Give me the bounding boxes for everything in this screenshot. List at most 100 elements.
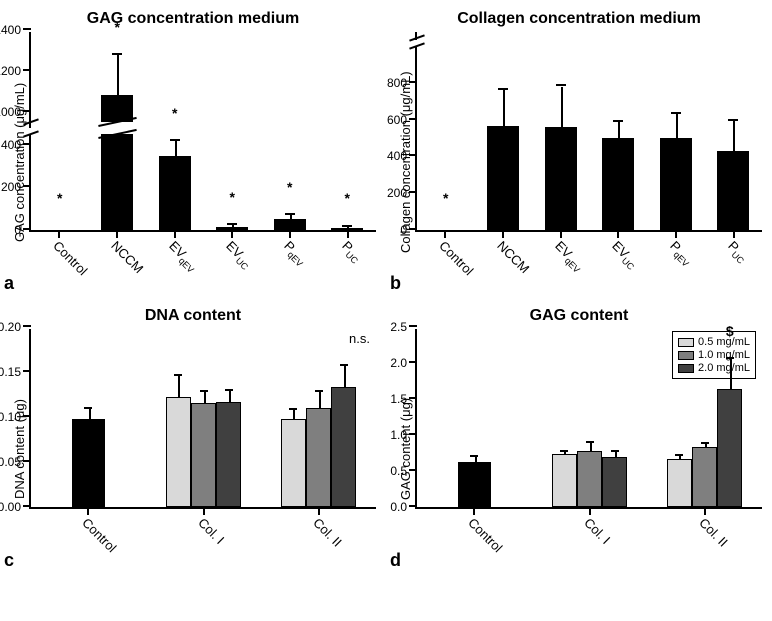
xticklabel: Control	[79, 515, 119, 555]
sig-mark: *	[115, 19, 120, 35]
errorbar	[232, 225, 234, 227]
xtick	[58, 232, 60, 238]
panel-b-area: 0200400600800* ControlNCCMEVqEVEVUCPqEVP…	[415, 32, 762, 292]
xticklabel: Control	[50, 238, 90, 278]
bar	[602, 138, 634, 230]
panel-c-letter: c	[4, 550, 14, 571]
xticklabel: Col. II	[696, 515, 731, 550]
bar	[458, 462, 490, 507]
bar	[166, 397, 191, 507]
errorbar	[679, 456, 681, 460]
yticklabel: 1000	[0, 105, 31, 119]
bar	[274, 219, 306, 230]
panel-d-plot: GAG content (μg) 0.5 mg/mL 1.0 mg/mL 2.0…	[396, 329, 762, 569]
panel-b-plot: Collagen concentration (μg/mL) 020040060…	[396, 32, 762, 292]
yticklabel: 2.5	[390, 320, 417, 334]
errorcap	[671, 112, 681, 114]
panel-d-title: GAG content	[396, 307, 762, 325]
errorcap	[675, 454, 683, 456]
errorbar	[730, 359, 732, 389]
errorcap	[560, 450, 568, 452]
errorcap	[611, 450, 619, 452]
xtick	[87, 509, 89, 515]
xticklabel: Col. II	[310, 515, 345, 550]
swatch-icon	[678, 351, 694, 360]
panel-a-letter: a	[4, 273, 14, 294]
bar	[545, 127, 577, 230]
bar	[577, 451, 602, 507]
xticklabel: NCCM	[494, 238, 532, 276]
panel-c: DNA content DNA content (μg) n.s. 0.000.…	[10, 307, 376, 569]
swatch-icon	[678, 338, 694, 347]
bar	[552, 454, 577, 507]
errorcap	[285, 213, 295, 215]
legend: 0.5 mg/mL 1.0 mg/mL 2.0 mg/mL	[672, 331, 756, 379]
legend-label-0: 0.5 mg/mL	[698, 336, 750, 348]
bar	[281, 419, 306, 507]
xticklabel: NCCM	[108, 238, 146, 276]
yticklabel: 200	[387, 186, 417, 200]
errorbar	[564, 452, 566, 455]
bar	[72, 419, 104, 507]
errorbar	[290, 215, 292, 219]
yticklabel: 2.0	[390, 356, 417, 370]
sig-mark: *	[287, 179, 292, 195]
errorcap	[170, 139, 180, 141]
errorbar	[319, 392, 321, 408]
yticklabel: 800	[387, 76, 417, 90]
panel-a-axes: 0200400100012001400******	[29, 32, 376, 232]
errorbar	[733, 121, 735, 150]
xtick	[444, 232, 446, 238]
yticklabel: 0.0	[390, 500, 417, 514]
figure-grid: GAG concentration medium GAG concentrati…	[10, 10, 762, 569]
yticklabel: 400	[387, 149, 417, 163]
errorcap	[174, 374, 182, 376]
panel-d-area: 0.5 mg/mL 1.0 mg/mL 2.0 mg/mL 0.00.51.01…	[415, 329, 762, 569]
panel-a-plot: GAG concentration (μg/mL) 02004001000120…	[10, 32, 376, 292]
panel-c-xticks: ControlCol. ICol. II	[29, 509, 376, 569]
errorcap	[498, 88, 508, 90]
errorcap	[200, 390, 208, 392]
xticklabel: EVUC	[222, 238, 256, 272]
errorbar	[293, 410, 295, 419]
bar	[216, 227, 248, 230]
xticklabel: PqEV	[280, 238, 311, 269]
bar	[487, 126, 519, 230]
bar	[602, 457, 627, 507]
panel-a-area: 0200400100012001400****** ControlNCCMEVq…	[29, 32, 376, 292]
legend-label-1: 1.0 mg/mL	[698, 349, 750, 361]
legend-row-1: 1.0 mg/mL	[678, 349, 750, 361]
bar	[717, 151, 749, 230]
panel-c-title: DNA content	[10, 307, 376, 325]
sig-mark: *	[230, 189, 235, 205]
errorcap	[112, 53, 122, 55]
sig-mark: *	[345, 190, 350, 206]
bar	[331, 228, 363, 230]
errorbar	[204, 392, 206, 403]
xticklabel: EVUC	[608, 238, 642, 272]
bar	[159, 156, 191, 230]
sig-mark: *	[172, 105, 177, 121]
legend-row-2: 2.0 mg/mL	[678, 362, 750, 374]
yticklabel: 1.0	[390, 428, 417, 442]
xtick	[589, 509, 591, 515]
legend-row-0: 0.5 mg/mL	[678, 336, 750, 348]
bar	[216, 402, 241, 507]
xtick	[473, 509, 475, 515]
yticklabel: 0.5	[390, 464, 417, 478]
bar	[101, 134, 133, 230]
panel-a-xticks: ControlNCCMEVqEVEVUCPqEVPUC	[29, 232, 376, 292]
errorcap	[556, 84, 566, 86]
xticklabel: Control	[465, 515, 505, 555]
panel-b-letter: b	[390, 273, 401, 294]
bar	[331, 387, 356, 507]
errorcap	[227, 223, 237, 225]
xticklabel: EVqEV	[550, 238, 587, 275]
legend-label-2: 2.0 mg/mL	[698, 362, 750, 374]
yticklabel: 0.00	[0, 500, 31, 514]
panel-c-area: n.s. 0.000.050.100.150.20 ControlCol. IC…	[29, 329, 376, 569]
errorcap	[726, 357, 734, 359]
errorbar	[347, 227, 349, 228]
panel-b-title: Collagen concentration medium	[396, 10, 762, 28]
yticklabel: 200	[1, 180, 31, 194]
